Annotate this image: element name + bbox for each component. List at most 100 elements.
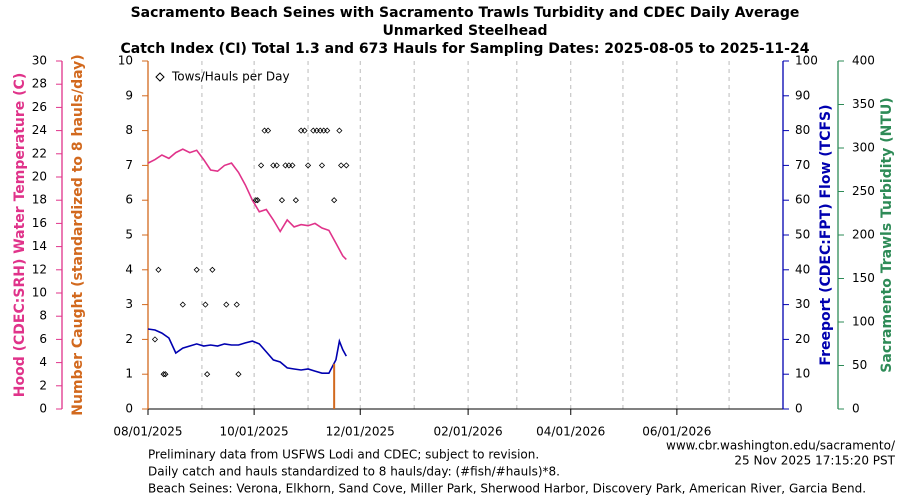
y-tick-label: 80 <box>795 123 810 137</box>
legend-label: Tows/Hauls per Day <box>171 70 290 84</box>
point <box>278 197 286 204</box>
y-tick-label: 12 <box>32 262 47 276</box>
point <box>343 162 350 169</box>
point <box>292 197 299 204</box>
point <box>155 266 162 273</box>
y-tick-label: 1 <box>125 367 133 381</box>
y-tick-label: 8 <box>125 123 133 137</box>
y-tick-label: 40 <box>795 262 810 276</box>
point <box>317 127 324 134</box>
y-tick-label: 0 <box>39 402 47 416</box>
point <box>298 127 305 134</box>
point <box>313 127 320 134</box>
note: Preliminary data from USFWS Lodi and CDE… <box>148 448 539 462</box>
point <box>320 127 327 134</box>
point <box>261 127 268 134</box>
y-tick-label: 10 <box>118 54 133 68</box>
point <box>209 266 216 273</box>
y-tick-label: 26 <box>32 100 47 114</box>
point <box>336 127 343 134</box>
y-tick-label: 4 <box>125 262 133 276</box>
point <box>324 127 331 134</box>
y-tick-label: 20 <box>795 332 810 346</box>
y-tick-label: 16 <box>32 216 47 230</box>
y-tick-label: 90 <box>795 88 810 102</box>
y-tick-label: 30 <box>32 54 47 68</box>
y-tick-label: 4 <box>39 355 47 369</box>
source: www.cbr.washington.edu/sacramento/ <box>666 439 896 453</box>
chart-title: Unmarked Steelhead <box>382 23 547 39</box>
y-tick-label: 6 <box>39 332 47 346</box>
y-tick-label: 60 <box>795 193 810 207</box>
point <box>162 371 169 378</box>
y-tick-label: 5 <box>125 228 133 242</box>
y-tick-label: 10 <box>32 286 47 300</box>
y-tick-label: 7 <box>125 158 133 172</box>
y-tick-label: 8 <box>39 309 47 323</box>
point <box>331 197 338 204</box>
point <box>254 197 261 204</box>
point <box>301 127 308 134</box>
point <box>338 162 345 169</box>
y-tick-label: 100 <box>852 315 875 329</box>
chart-title: Catch Index (CI) Total 1.3 and 673 Hauls… <box>121 41 810 57</box>
y-tick-label: 10 <box>795 367 810 381</box>
y-tick-label: 30 <box>795 297 810 311</box>
point <box>193 266 200 273</box>
y-tick-label: 300 <box>852 141 875 155</box>
y-tick-label: 28 <box>32 77 47 91</box>
x-tick-label: 12/01/2025 <box>326 425 395 439</box>
y-tick-label: 9 <box>125 88 133 102</box>
point <box>289 162 296 169</box>
y-tick-label: 14 <box>32 239 47 253</box>
timestamp: 25 Nov 2025 17:15:20 PST <box>734 454 895 468</box>
data-line <box>147 328 347 375</box>
point <box>318 162 326 169</box>
axis-title: Sacramento Trawls Turbidity (NTU) <box>879 97 895 372</box>
y-tick-label: 18 <box>32 193 47 207</box>
y-tick-label: 50 <box>852 358 867 372</box>
y-tick-label: 50 <box>795 228 810 242</box>
x-tick-label: 04/01/2026 <box>536 425 605 439</box>
x-tick-label: 02/01/2026 <box>434 425 503 439</box>
point <box>304 162 312 169</box>
point <box>310 127 317 134</box>
point <box>282 162 289 169</box>
y-tick-label: 350 <box>852 97 875 111</box>
axis-title: Freeport (CDEC:FPT) Flow (TCFS) <box>818 104 834 365</box>
y-tick-label: 250 <box>852 184 875 198</box>
y-tick-label: 20 <box>32 170 47 184</box>
y-tick-label: 2 <box>125 332 133 346</box>
y-tick-label: 6 <box>125 193 133 207</box>
point <box>270 162 277 169</box>
point <box>252 197 259 204</box>
axis-title: Hood (CDEC:SRH) Water Temperature (C) <box>12 73 28 397</box>
y-tick-label: 200 <box>852 228 875 242</box>
point <box>160 371 167 378</box>
y-tick-label: 2 <box>39 378 47 392</box>
y-tick-label: 400 <box>852 54 875 68</box>
legend-marker <box>155 72 165 82</box>
point <box>264 127 272 134</box>
chart-title: Sacramento Beach Seines with Sacramento … <box>131 5 800 21</box>
point <box>223 301 230 308</box>
x-tick-label: 08/01/2025 <box>113 425 182 439</box>
data-line <box>147 148 347 260</box>
axis-title: Number Caught (standardized to 8 hauls/d… <box>70 54 86 415</box>
y-tick-label: 3 <box>125 297 133 311</box>
point <box>285 162 292 169</box>
y-tick-label: 22 <box>32 146 47 160</box>
y-tick-label: 100 <box>795 54 818 68</box>
note: Beach Seines: Verona, Elkhorn, Sand Cove… <box>148 482 866 496</box>
point <box>273 162 280 169</box>
y-tick-label: 24 <box>32 123 47 137</box>
point <box>258 162 265 169</box>
point <box>204 371 211 378</box>
y-tick-label: 0 <box>852 402 860 416</box>
y-tick-label: 150 <box>852 271 875 285</box>
y-tick-label: 0 <box>795 402 803 416</box>
x-tick-label: 06/01/2026 <box>642 425 711 439</box>
point <box>179 301 186 308</box>
point <box>151 336 159 343</box>
